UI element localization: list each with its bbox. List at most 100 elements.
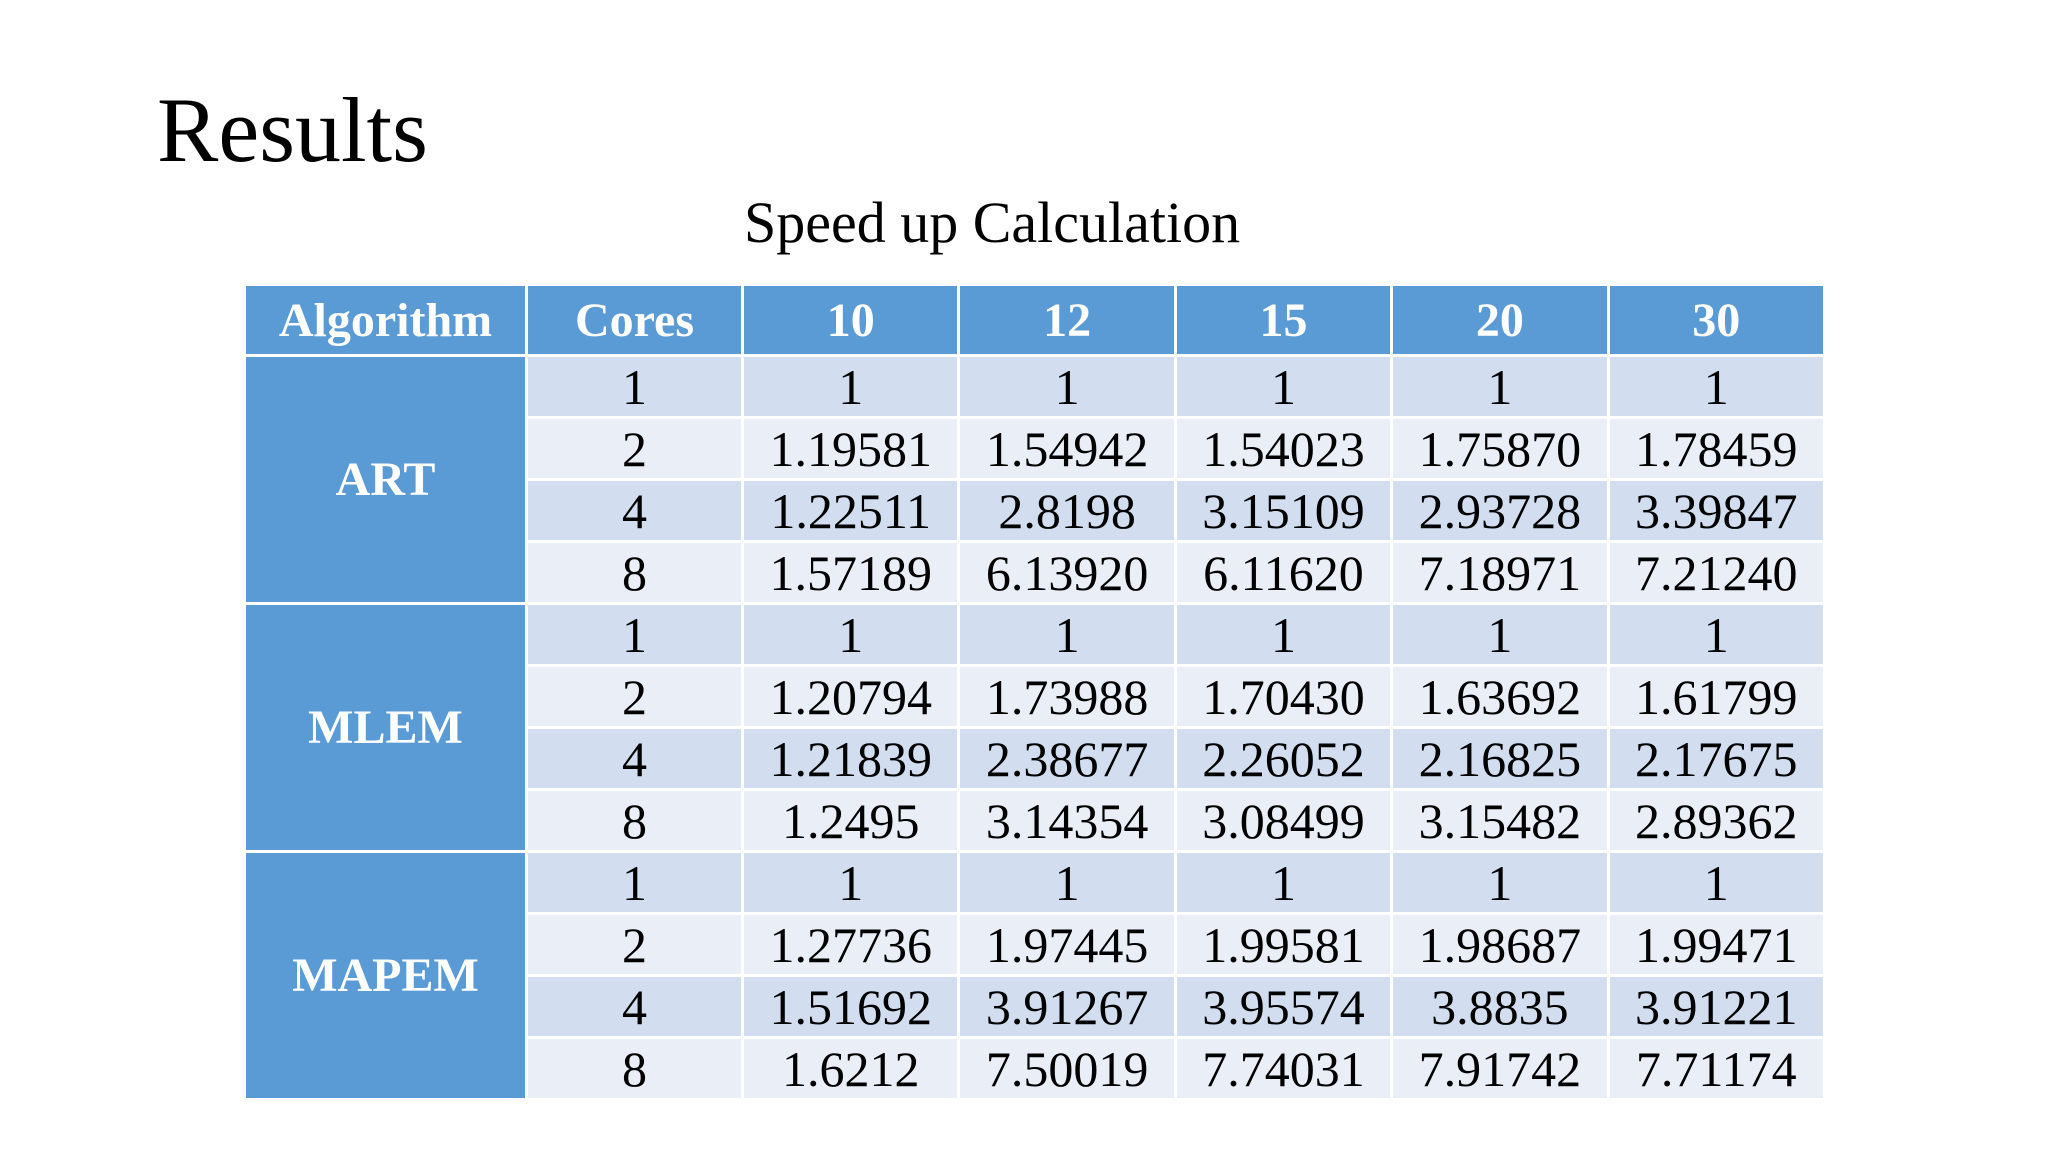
speedup-value-cell: 2.17675 [1606,726,1826,791]
speedup-value-cell: 1 [1606,602,1826,667]
speedup-value-cell: 1.21839 [740,726,961,791]
cores-cell: 8 [525,540,744,605]
speedup-value-cell: 1 [1390,354,1610,419]
table-row: 4 1.51692 3.91267 3.95574 3.8835 3.91221 [245,974,1826,1039]
header-cell-30: 30 [1606,283,1826,357]
cores-cell: 4 [525,726,744,791]
speedup-value-cell: 1.99581 [1173,912,1394,977]
speedup-value-cell: 1 [740,850,961,915]
speedup-value-cell: 7.21240 [1606,540,1826,605]
speedup-value-cell: 1 [740,354,961,419]
speedup-value-cell: 2.38677 [957,726,1177,791]
speedup-value-cell: 3.8835 [1390,974,1610,1039]
speedup-value-cell: 1.22511 [740,478,961,543]
header-cell-10: 10 [740,283,961,357]
speedup-value-cell: 1.73988 [957,664,1177,729]
table-row: 4 1.22511 2.8198 3.15109 2.93728 3.39847 [245,478,1826,543]
header-cell-cores: Cores [525,283,744,357]
table-body: ART 1 1 1 1 1 1 2 1.19581 1.54942 1.54023 1.75870 1.… [243,354,1826,1101]
header-cell-12: 12 [957,283,1177,357]
speedup-value-cell: 1.20794 [740,664,961,729]
speedup-value-cell: 6.13920 [957,540,1177,605]
table-header: Algorithm Cores 10 12 15 20 30 [243,283,1826,357]
table-row: 2 1.27736 1.97445 1.99581 1.98687 1.99471 [245,912,1826,977]
speedup-value-cell: 1 [1390,850,1610,915]
speedup-value-cell: 3.15109 [1173,478,1394,543]
table-row: 8 1.57189 6.13920 6.11620 7.18971 7.21240 [245,540,1826,605]
speedup-value-cell: 1.78459 [1606,416,1826,481]
speedup-value-cell: 1.27736 [740,912,961,977]
speedup-value-cell: 1 [957,354,1177,419]
speedup-value-cell: 1.54023 [1173,416,1394,481]
speedup-value-cell: 1.75870 [1390,416,1610,481]
speedup-value-cell: 3.14354 [957,788,1177,853]
slide-title: Results [157,79,428,181]
speedup-value-cell: 2.16825 [1390,726,1610,791]
speedup-value-cell: 3.39847 [1606,478,1826,543]
speedup-value-cell: 1 [740,602,961,667]
speedup-value-cell: 3.91267 [957,974,1177,1039]
speedup-value-cell: 1 [957,602,1177,667]
speedup-value-cell: 3.15482 [1390,788,1610,853]
speedup-value-cell: 1 [1173,602,1394,667]
speedup-value-cell: 1.51692 [740,974,961,1039]
speedup-value-cell: 1.54942 [957,416,1177,481]
table-row: ART 1 1 1 1 1 1 [243,354,1826,605]
speedup-value-cell: 1 [1606,354,1826,419]
cores-cell: 2 [525,416,744,481]
speedup-value-cell: 1.6212 [740,1036,961,1101]
speedup-value-cell: 7.91742 [1390,1036,1610,1101]
speedup-value-cell: 1.70430 [1173,664,1394,729]
header-cell-algorithm: Algorithm [243,283,528,357]
speedup-value-cell: 3.95574 [1173,974,1394,1039]
table-row: 8 1.6212 7.50019 7.74031 7.91742 7.71174 [245,1036,1826,1101]
table-row: 2 1.20794 1.73988 1.70430 1.63692 1.61799 [245,664,1826,729]
table-row: 2 1.19581 1.54942 1.54023 1.75870 1.78459 [245,416,1826,481]
header-cell-20: 20 [1390,283,1610,357]
speedup-value-cell: 1.98687 [1390,912,1610,977]
header-cell-15: 15 [1173,283,1394,357]
speedup-value-cell: 1 [1173,850,1394,915]
table-title: Speed up Calculation [744,190,1241,255]
cores-cell: 8 [525,788,744,853]
algorithm-cell: ART [243,354,528,605]
speedup-value-cell: 7.18971 [1390,540,1610,605]
speedup-value-cell: 1.57189 [740,540,961,605]
speedup-value-cell: 2.26052 [1173,726,1394,791]
table-row: MAPEM 1 1 1 1 1 1 [243,850,1826,1101]
speedup-value-cell: 1.61799 [1606,664,1826,729]
speedup-value-cell: 1 [1390,602,1610,667]
cores-cell: 4 [525,478,744,543]
speedup-value-cell: 1 [1173,354,1394,419]
algorithm-cell: MAPEM [243,850,528,1101]
speedup-value-cell: 2.93728 [1390,478,1610,543]
speedup-value-cell: 1.2495 [740,788,961,853]
cores-cell: 1 [525,354,744,419]
speedup-table: Algorithm Cores 10 12 15 20 30 ART 1 1 1 1 1 1… [243,283,1826,1101]
speedup-value-cell: 1.19581 [740,416,961,481]
speedup-value-cell: 7.71174 [1606,1036,1826,1101]
cores-cell: 2 [525,912,744,977]
speedup-value-cell: 1 [957,850,1177,915]
speedup-value-cell: 1.63692 [1390,664,1610,729]
header-row: Algorithm Cores 10 12 15 20 30 [243,283,1826,357]
table-row: 4 1.21839 2.38677 2.26052 2.16825 2.17675 [245,726,1826,791]
speedup-value-cell: 1.99471 [1606,912,1826,977]
speedup-value-cell: 7.50019 [957,1036,1177,1101]
speedup-value-cell: 3.08499 [1173,788,1394,853]
cores-cell: 2 [525,664,744,729]
speedup-value-cell: 1 [1606,850,1826,915]
cores-cell: 4 [525,974,744,1039]
cores-cell: 1 [525,602,744,667]
speedup-value-cell: 1.97445 [957,912,1177,977]
algorithm-cell: MLEM [243,602,528,853]
table-row: 8 1.2495 3.14354 3.08499 3.15482 2.89362 [245,788,1826,853]
speedup-value-cell: 6.11620 [1173,540,1394,605]
speedup-value-cell: 7.74031 [1173,1036,1394,1101]
speedup-value-cell: 3.91221 [1606,974,1826,1039]
speedup-value-cell: 2.8198 [957,478,1177,543]
cores-cell: 1 [525,850,744,915]
table-row: MLEM 1 1 1 1 1 1 [243,602,1826,853]
cores-cell: 8 [525,1036,744,1101]
speedup-value-cell: 2.89362 [1606,788,1826,853]
